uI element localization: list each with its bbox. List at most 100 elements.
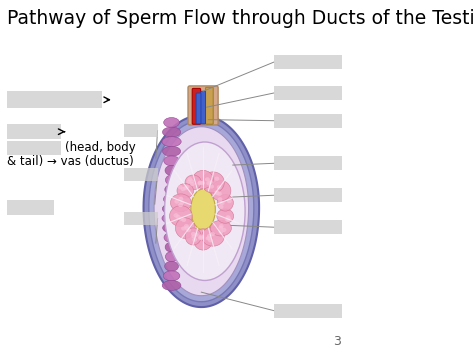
Ellipse shape bbox=[198, 180, 202, 185]
Ellipse shape bbox=[225, 213, 229, 218]
Ellipse shape bbox=[175, 218, 195, 239]
Ellipse shape bbox=[216, 181, 220, 185]
Ellipse shape bbox=[203, 237, 208, 241]
Ellipse shape bbox=[181, 203, 186, 207]
Ellipse shape bbox=[185, 188, 190, 192]
Text: (head, body: (head, body bbox=[65, 141, 136, 154]
PathPatch shape bbox=[149, 121, 254, 302]
Bar bbox=[274, 188, 342, 202]
Ellipse shape bbox=[214, 178, 219, 182]
Ellipse shape bbox=[191, 189, 215, 230]
Ellipse shape bbox=[217, 195, 233, 211]
FancyBboxPatch shape bbox=[206, 87, 213, 124]
Ellipse shape bbox=[185, 189, 190, 193]
Ellipse shape bbox=[171, 194, 191, 212]
Ellipse shape bbox=[201, 227, 224, 246]
Bar bbox=[274, 114, 342, 128]
Ellipse shape bbox=[221, 187, 226, 191]
FancyBboxPatch shape bbox=[188, 86, 218, 125]
Ellipse shape bbox=[217, 228, 221, 232]
Bar bbox=[7, 200, 54, 215]
Bar bbox=[7, 141, 61, 155]
Ellipse shape bbox=[223, 191, 228, 195]
Text: Pathway of Sperm Flow through Ducts of the Testis:: Pathway of Sperm Flow through Ducts of t… bbox=[7, 9, 474, 28]
Ellipse shape bbox=[219, 199, 224, 203]
Ellipse shape bbox=[162, 137, 181, 147]
Ellipse shape bbox=[163, 146, 181, 156]
Bar bbox=[124, 212, 157, 225]
Ellipse shape bbox=[177, 201, 182, 205]
Ellipse shape bbox=[186, 192, 191, 197]
Ellipse shape bbox=[197, 178, 201, 182]
Ellipse shape bbox=[217, 209, 234, 223]
Ellipse shape bbox=[186, 231, 191, 236]
Ellipse shape bbox=[211, 180, 216, 184]
Bar bbox=[274, 55, 342, 69]
Ellipse shape bbox=[196, 178, 201, 182]
Bar bbox=[274, 156, 342, 170]
Ellipse shape bbox=[215, 227, 220, 231]
Ellipse shape bbox=[194, 238, 199, 242]
Bar bbox=[274, 86, 342, 100]
Ellipse shape bbox=[216, 185, 220, 190]
Ellipse shape bbox=[175, 212, 180, 216]
Bar bbox=[274, 304, 342, 318]
Ellipse shape bbox=[187, 180, 191, 185]
Ellipse shape bbox=[183, 213, 188, 218]
Ellipse shape bbox=[227, 218, 232, 222]
Ellipse shape bbox=[163, 127, 181, 137]
Ellipse shape bbox=[191, 236, 196, 240]
Ellipse shape bbox=[185, 175, 201, 190]
Ellipse shape bbox=[211, 181, 231, 201]
Ellipse shape bbox=[170, 206, 192, 226]
Ellipse shape bbox=[209, 239, 213, 243]
Ellipse shape bbox=[202, 237, 207, 241]
Ellipse shape bbox=[218, 190, 223, 194]
Ellipse shape bbox=[211, 181, 216, 185]
Ellipse shape bbox=[226, 204, 230, 208]
Ellipse shape bbox=[193, 229, 213, 250]
Ellipse shape bbox=[163, 223, 181, 233]
FancyBboxPatch shape bbox=[196, 93, 201, 124]
Bar bbox=[7, 91, 101, 108]
Ellipse shape bbox=[226, 198, 231, 202]
Text: & tail) → vas (ductus): & tail) → vas (ductus) bbox=[7, 155, 134, 169]
Ellipse shape bbox=[175, 205, 180, 209]
Ellipse shape bbox=[211, 232, 216, 236]
FancyBboxPatch shape bbox=[192, 88, 201, 124]
Ellipse shape bbox=[180, 213, 185, 218]
Ellipse shape bbox=[185, 228, 201, 245]
Ellipse shape bbox=[177, 184, 193, 198]
Bar bbox=[274, 220, 342, 234]
PathPatch shape bbox=[154, 127, 248, 296]
FancyBboxPatch shape bbox=[201, 91, 206, 124]
Ellipse shape bbox=[164, 233, 179, 242]
Ellipse shape bbox=[164, 194, 180, 204]
Ellipse shape bbox=[164, 156, 179, 166]
Ellipse shape bbox=[162, 204, 181, 214]
Ellipse shape bbox=[185, 228, 191, 232]
Ellipse shape bbox=[164, 261, 179, 271]
Ellipse shape bbox=[164, 118, 180, 127]
Ellipse shape bbox=[182, 204, 187, 209]
Bar bbox=[124, 124, 157, 137]
Ellipse shape bbox=[191, 181, 196, 185]
Ellipse shape bbox=[225, 217, 230, 222]
Ellipse shape bbox=[190, 182, 194, 186]
Ellipse shape bbox=[224, 213, 229, 217]
Ellipse shape bbox=[199, 174, 203, 179]
Ellipse shape bbox=[182, 222, 187, 226]
Ellipse shape bbox=[186, 238, 191, 242]
Ellipse shape bbox=[198, 234, 203, 238]
Ellipse shape bbox=[165, 185, 178, 195]
Ellipse shape bbox=[201, 240, 205, 245]
Ellipse shape bbox=[212, 237, 218, 241]
Ellipse shape bbox=[165, 242, 178, 252]
Ellipse shape bbox=[185, 223, 190, 227]
Ellipse shape bbox=[202, 174, 207, 178]
Ellipse shape bbox=[226, 199, 231, 203]
Ellipse shape bbox=[164, 142, 245, 280]
Ellipse shape bbox=[217, 228, 221, 232]
Ellipse shape bbox=[184, 187, 189, 191]
Bar bbox=[7, 124, 61, 139]
